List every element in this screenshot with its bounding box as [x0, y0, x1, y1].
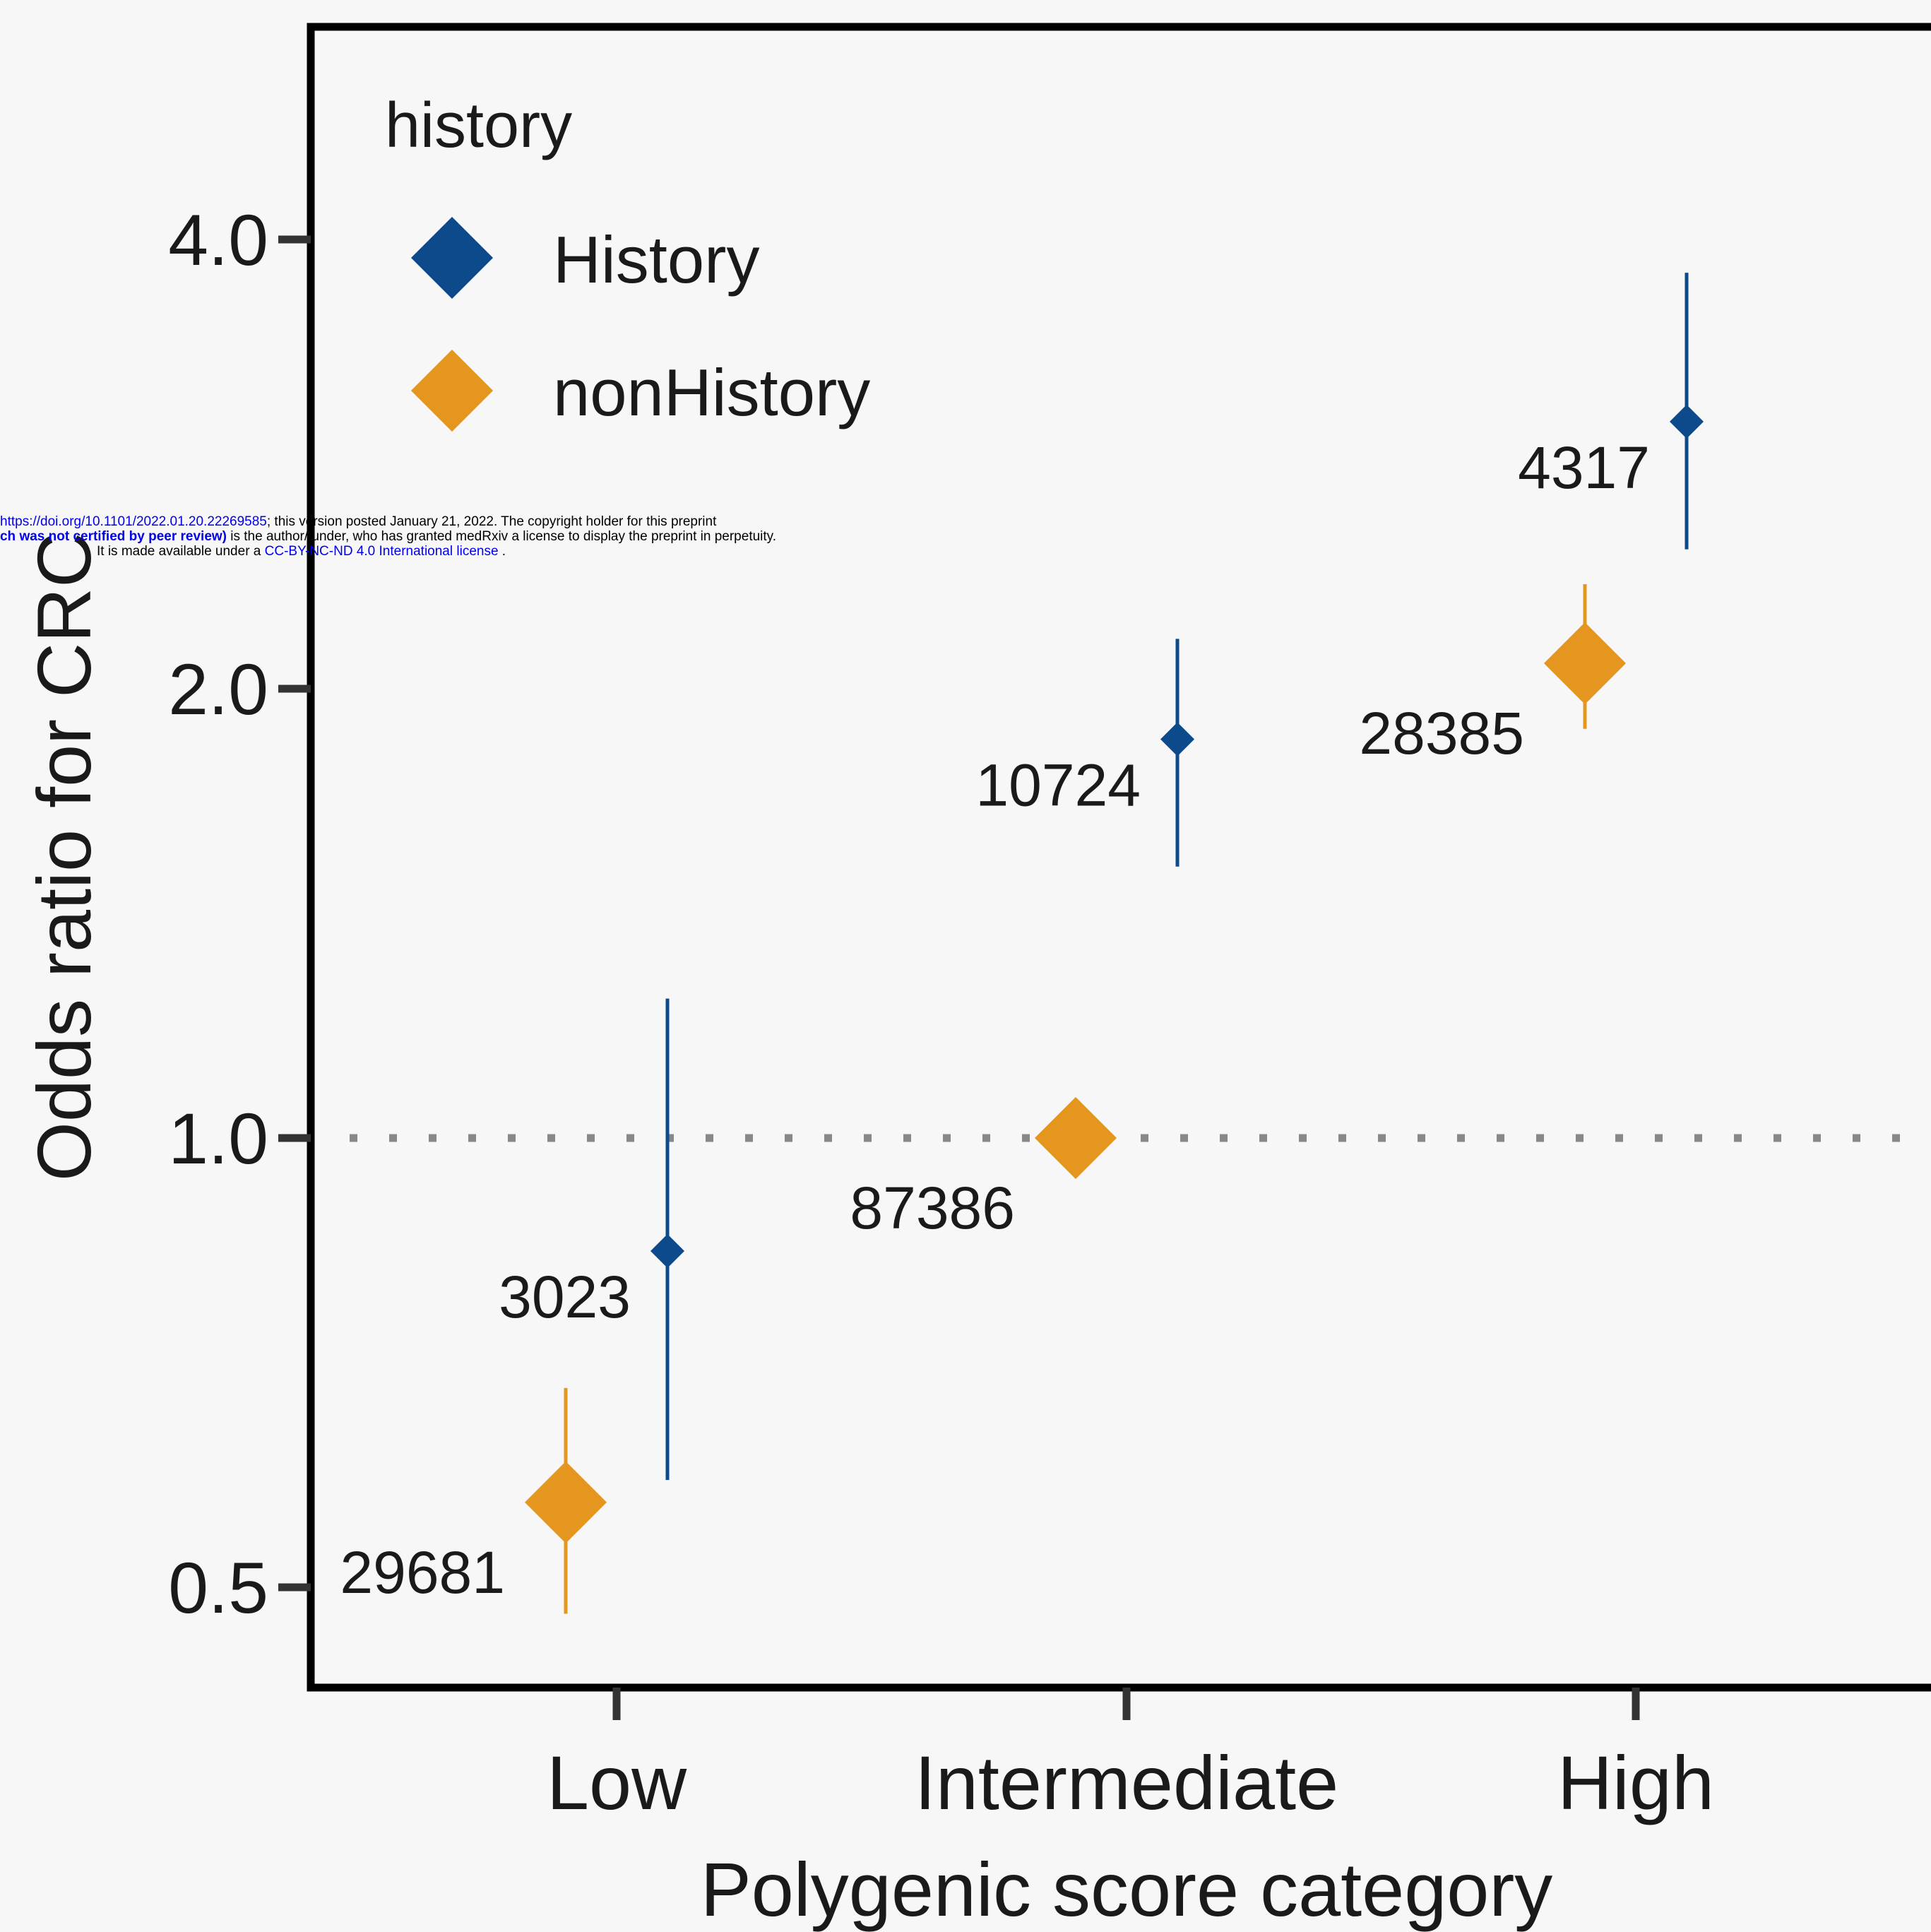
point-history-low	[650, 1233, 684, 1268]
point-history-high	[1670, 404, 1704, 439]
x-tick-label: Intermediate	[915, 1740, 1338, 1825]
y-tick-label: 1.0	[168, 1098, 268, 1179]
license-link[interactable]: CC-BY-NC-ND 4.0 International license	[264, 544, 499, 559]
y-axis-title: Odds ratio for CRC	[21, 533, 107, 1181]
legend-key-history	[411, 217, 493, 299]
point-nonhistory-intermediate	[1035, 1097, 1117, 1179]
plot-panel-border	[307, 23, 1931, 1692]
legend-label-nonhistory: nonHistory	[553, 355, 870, 429]
x-axis-title: Polygenic score category	[701, 1847, 1553, 1932]
n-label-nonhistory-intermediate: 87386	[850, 1175, 1015, 1241]
x-tick-label: Low	[547, 1740, 687, 1825]
doi-link[interactable]: https://doi.org/10.1101/2022.01.20.22269…	[0, 514, 267, 529]
y-tick-label: 0.5	[168, 1548, 268, 1628]
x-tick-label: High	[1557, 1740, 1714, 1825]
legend-title: history	[385, 90, 572, 161]
watermark-line3-end: .	[498, 544, 506, 559]
n-label-history-intermediate: 10724	[975, 752, 1141, 819]
legend-key-nonhistory	[411, 350, 493, 432]
point-nonhistory-low	[525, 1461, 607, 1543]
legend-label-history: History	[553, 223, 759, 297]
watermark-line3: It is made available under a	[97, 544, 265, 559]
watermark-line1: ; this version posted January 21, 2022. …	[266, 514, 717, 529]
watermark-line2: is the author/funder, who has granted me…	[227, 529, 777, 544]
n-label-history-high: 4317	[1518, 434, 1650, 501]
n-label-history-low: 3023	[499, 1264, 631, 1330]
axes: 0.5 1.0 2.0 4.0 Low Intermediate HighPolygenic…	[21, 23, 1931, 1932]
point-history-intermediate	[1160, 722, 1194, 757]
preprint-watermark: https://doi.org/10.1101/2022.01.20.22269…	[0, 514, 848, 559]
y-tick-label: 4.0	[168, 200, 268, 280]
data-marks: 3023 10724 4317 29681 87386 28385	[340, 273, 1704, 1614]
y-tick-label: 2.0	[168, 649, 268, 730]
watermark-peer-review-note: (which was not certified by peer review)	[0, 529, 227, 544]
legend: history History nonHistory	[385, 90, 870, 432]
n-label-nonhistory-high: 28385	[1359, 700, 1524, 766]
n-label-nonhistory-low: 29681	[340, 1539, 505, 1606]
point-nonhistory-high	[1544, 622, 1626, 705]
